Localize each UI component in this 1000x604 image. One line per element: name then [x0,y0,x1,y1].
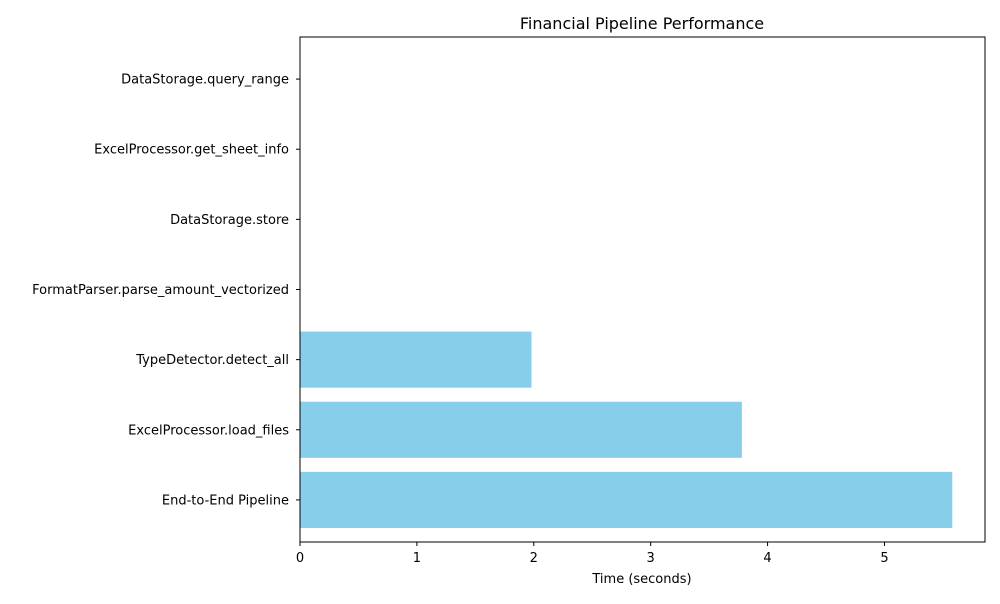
chart-title: Financial Pipeline Performance [520,14,764,33]
x-axis-label: Time (seconds) [591,572,691,587]
x-tick-label: 2 [530,551,538,566]
x-tick-label: 3 [647,551,655,566]
y-tick-label: DataStorage.query_range [121,73,289,88]
x-tick-label: 0 [296,551,304,566]
x-tick-label: 1 [413,551,421,566]
y-tick-label: ExcelProcessor.load_files [128,423,289,438]
bar [300,401,742,458]
plot-area-frame [299,36,986,543]
bar [300,331,532,388]
bar [300,471,953,528]
y-tick-label: FormatParser.parse_amount_vectorized [32,283,289,298]
x-tick-label: 5 [880,551,888,566]
x-tick-label: 4 [763,551,771,566]
y-tick-label: DataStorage.store [170,213,289,228]
y-tick-label: End-to-End Pipeline [162,493,289,508]
y-tick-label: ExcelProcessor.get_sheet_info [94,143,289,158]
y-tick-label: TypeDetector.detect_all [135,353,289,368]
